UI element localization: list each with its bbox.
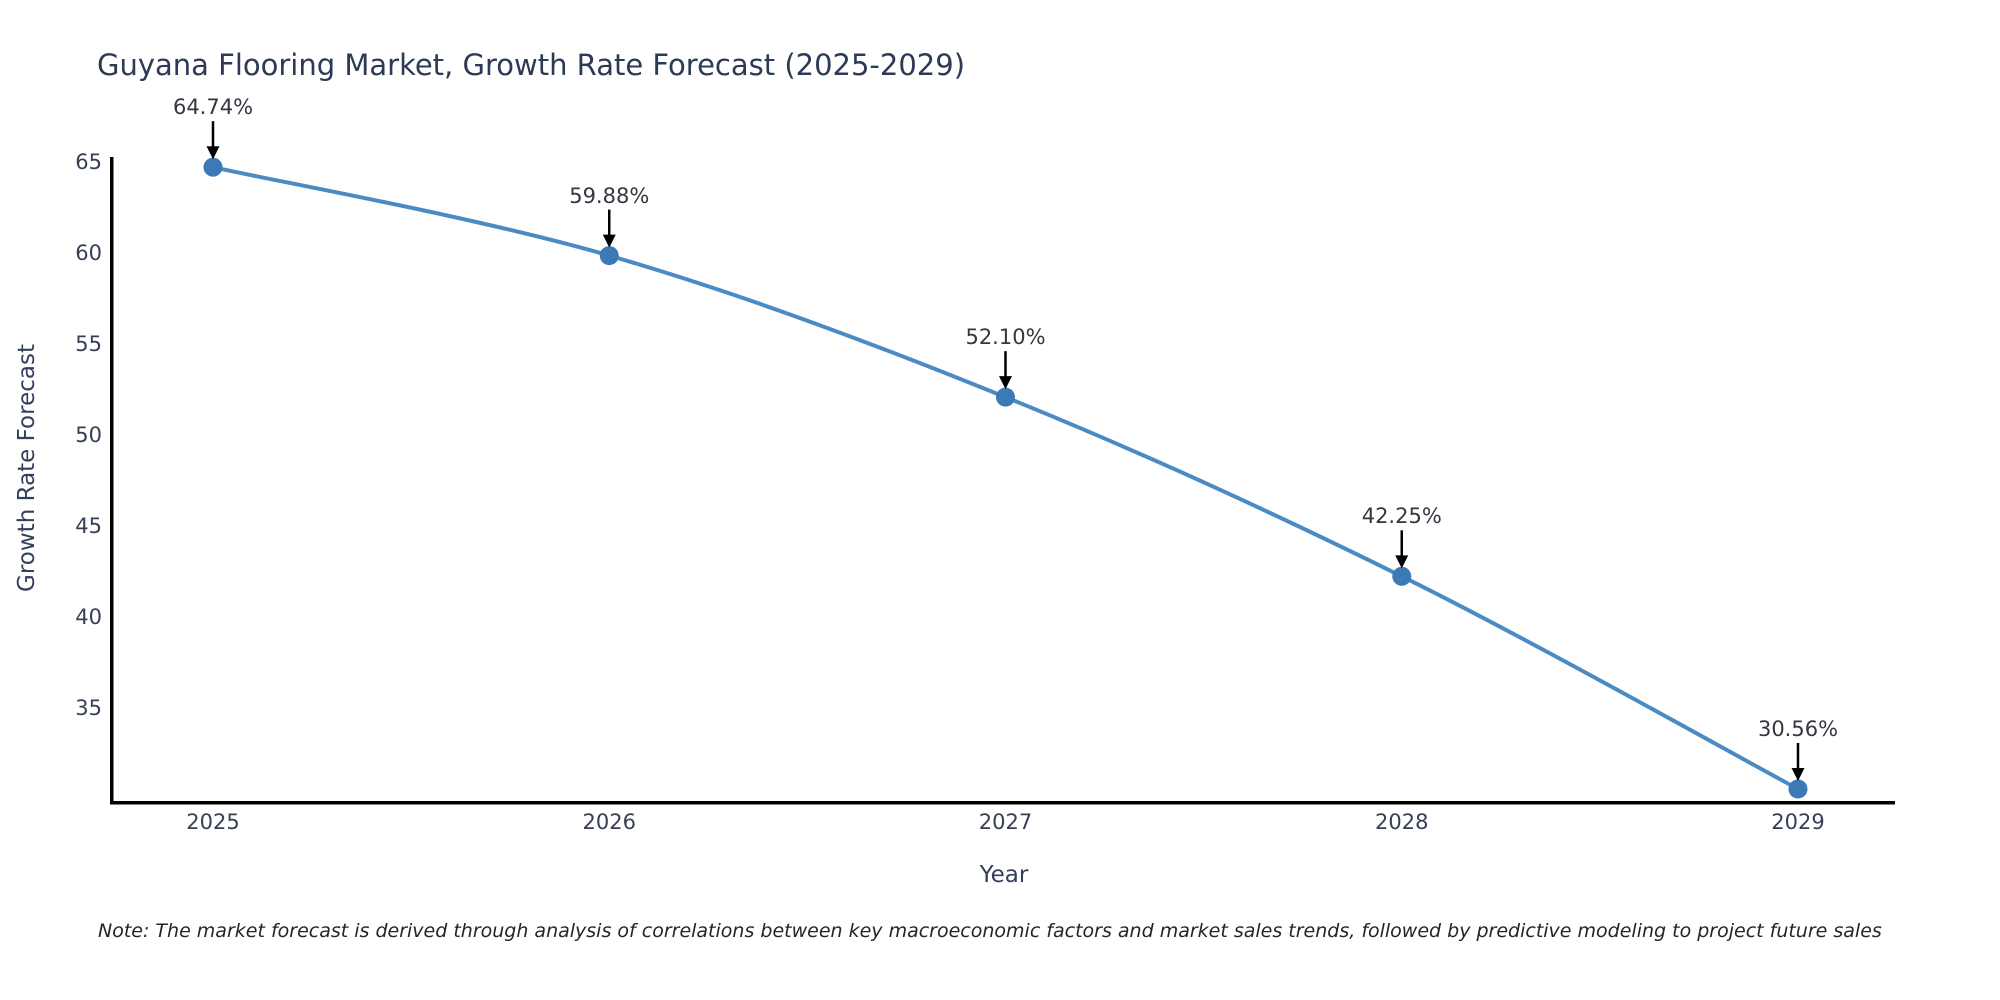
y-tick-65: 65	[75, 150, 102, 175]
x-tick-2026: 2026	[582, 810, 636, 834]
y-tick-55: 55	[75, 332, 102, 357]
data-point-2027	[996, 387, 1015, 407]
forecast-line	[211, 165, 1800, 791]
chart-title: Guyana Flooring Market, Growth Rate Fore…	[97, 48, 966, 82]
y-axis-label: Growth Rate Forecast	[14, 344, 40, 592]
footnote-text: Note: The market forecast is derived thr…	[98, 920, 1882, 942]
y-tick-45: 45	[75, 514, 102, 539]
x-tick-2027: 2027	[978, 810, 1033, 834]
annotation-arrowhead-2028	[1395, 555, 1409, 569]
y-tick-50: 50	[75, 423, 102, 448]
y-tick-40: 40	[75, 605, 102, 630]
x-tick-2028: 2028	[1375, 810, 1429, 834]
annotation-arrowhead-2026	[602, 234, 616, 248]
annotation-arrowhead-2027	[999, 376, 1012, 390]
annotation-arrowhead-2025	[206, 146, 220, 160]
point-value-label-2025: 64.74%	[172, 95, 254, 120]
point-value-label-2028: 42.25%	[1361, 504, 1442, 529]
x-tick-2025: 2025	[186, 810, 240, 834]
y-tick-60: 60	[75, 241, 102, 266]
x-axis-label: Year	[979, 862, 1029, 888]
point-value-label-2027: 52.10%	[965, 325, 1046, 350]
x-tick-2029: 2029	[1771, 810, 1825, 834]
annotation-arrowhead-2029	[1791, 767, 1805, 781]
data-point-2025	[203, 157, 223, 177]
point-value-label-2026: 59.88%	[569, 183, 650, 208]
y-tick-35: 35	[75, 696, 102, 721]
y-axis-spine	[110, 157, 114, 805]
point-value-label-2029: 30.56%	[1757, 716, 1839, 741]
data-point-2029	[1788, 779, 1808, 799]
data-point-2026	[599, 246, 619, 266]
x-axis-spine	[110, 801, 1895, 805]
data-point-2028	[1392, 566, 1412, 586]
